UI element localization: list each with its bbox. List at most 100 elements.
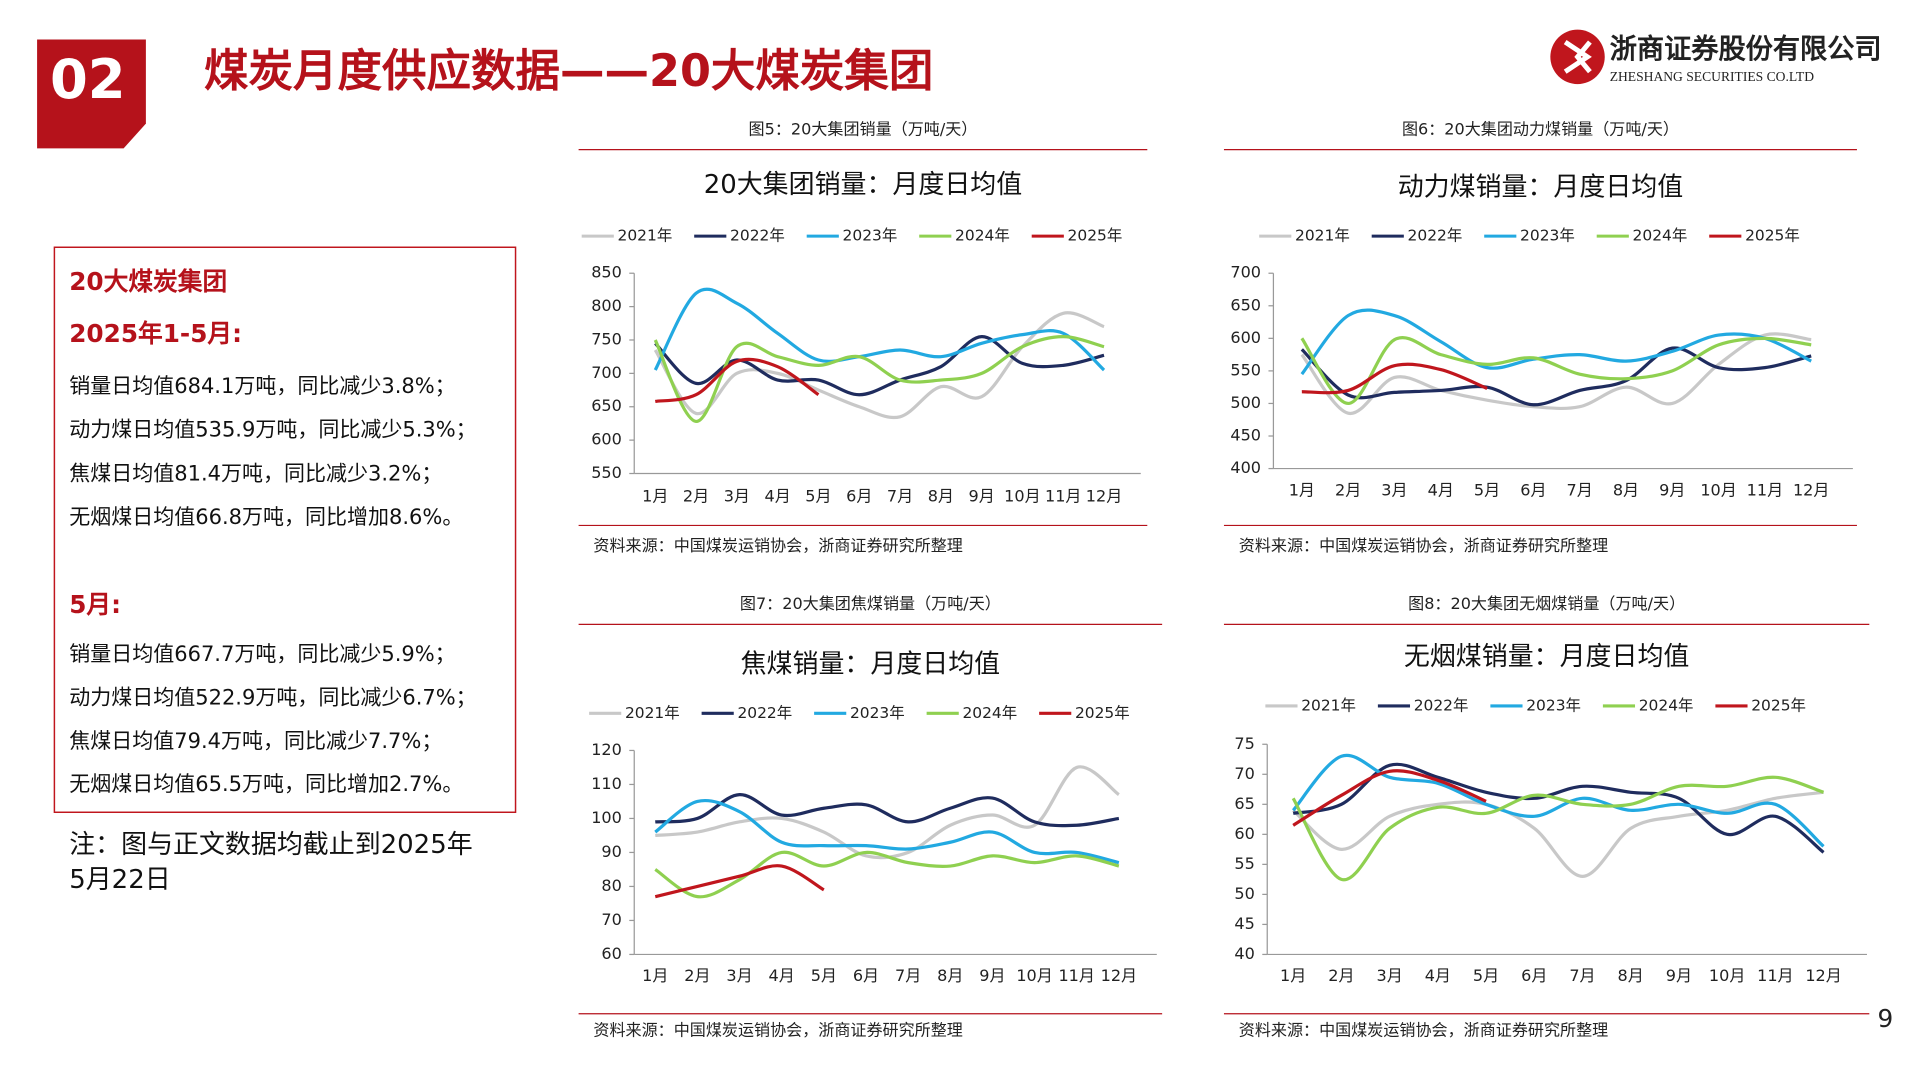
y-tick-label: 500: [1230, 393, 1261, 412]
series-line: [1292, 769, 1487, 827]
slide-title: 煤炭月度供应数据——20大煤炭集团: [204, 46, 933, 97]
company-name: 浙商证券股份有限公司: [1610, 33, 1882, 65]
series-line: [1291, 753, 1825, 848]
chart-title: 无烟煤销量：月度日均值: [1404, 642, 1689, 672]
x-tick-label: 1月: [1280, 966, 1306, 985]
company-name-en: ZHESHANG SECURITIES CO.LTD: [1610, 69, 1815, 84]
legend-label: 2024年: [962, 704, 1017, 722]
series-line: [1301, 362, 1488, 395]
x-tick-label: 5月: [1474, 480, 1500, 499]
x-tick-label: 10月: [1016, 966, 1053, 985]
legend-label: 2025年: [1068, 227, 1123, 245]
y-tick-label: 90: [601, 842, 621, 861]
y-tick-label: 550: [1230, 360, 1261, 379]
x-tick-label: 8月: [928, 487, 954, 506]
x-tick-label: 12月: [1805, 966, 1842, 985]
series-line: [654, 850, 1120, 899]
x-tick-label: 6月: [853, 966, 879, 985]
summary-line: 焦煤日均值79.4万吨，同比减少7.7%；: [69, 728, 442, 753]
x-tick-label: 3月: [726, 966, 752, 985]
legend-label: 2024年: [1633, 227, 1688, 245]
y-tick-label: 650: [591, 396, 622, 415]
series-line: [654, 335, 1105, 397]
x-tick-label: 10月: [1709, 966, 1746, 985]
y-tick-label: 50: [1234, 884, 1254, 903]
summary-line: 动力煤日均值522.9万吨，同比减少6.7%；: [69, 685, 476, 710]
x-tick-label: 2月: [1335, 480, 1361, 499]
y-tick-label: 70: [601, 910, 621, 929]
source-note: 资料来源：中国煤炭运销协会，浙商证券研究所整理: [593, 1021, 962, 1040]
series-line: [653, 335, 1105, 424]
summary-line: 无烟煤日均值65.5万吨，同比增加2.7%。: [69, 771, 463, 796]
legend-label: 2022年: [1414, 696, 1469, 714]
legend-label: 2025年: [1745, 227, 1800, 245]
chart-title: 动力煤销量：月度日均值: [1398, 172, 1683, 202]
x-tick-label: 5月: [811, 966, 837, 985]
legend-label: 2021年: [625, 704, 680, 722]
x-tick-label: 12月: [1793, 480, 1830, 499]
y-tick-label: 600: [1230, 328, 1261, 347]
x-tick-label: 4月: [1428, 480, 1454, 499]
x-tick-label: 3月: [724, 487, 750, 506]
note: 5月22日: [69, 865, 170, 895]
legend-label: 2021年: [1295, 227, 1350, 245]
y-tick-label: 110: [591, 774, 622, 793]
series-line: [1300, 336, 1812, 406]
y-tick-label: 55: [1234, 854, 1254, 873]
x-tick-label: 1月: [1289, 480, 1315, 499]
section-badge: [37, 39, 146, 149]
source-note: 资料来源：中国煤炭运销协会，浙商证券研究所整理: [1239, 1021, 1608, 1040]
figure-caption: 图7：20大集团焦煤销量（万吨/天）: [740, 594, 1001, 613]
series-line: [1291, 775, 1825, 882]
x-tick-label: 5月: [805, 487, 831, 506]
x-tick-label: 4月: [769, 966, 795, 985]
series-line: [654, 864, 825, 899]
chart-title: 焦煤销量：月度日均值: [741, 650, 1001, 680]
note: 注：图与正文数据均截止到2025年: [69, 830, 472, 860]
summary-heading: 20大煤炭集团: [69, 267, 227, 296]
x-tick-label: 9月: [1659, 480, 1685, 499]
x-tick-label: 1月: [642, 966, 668, 985]
summary-line: 销量日均值684.1万吨，同比减少3.8%；: [69, 373, 455, 398]
legend-label: 2025年: [1075, 704, 1130, 722]
y-tick-label: 45: [1234, 914, 1254, 933]
summary-line: 动力煤日均值535.9万吨，同比减少5.3%；: [69, 417, 476, 442]
x-tick-label: 6月: [846, 487, 872, 506]
x-tick-label: 12月: [1101, 966, 1138, 985]
x-tick-label: 2月: [683, 487, 709, 506]
x-tick-label: 10月: [1700, 480, 1737, 499]
summary-line: 无烟煤日均值66.8万吨，同比增加8.6%。: [69, 504, 463, 529]
legend-label: 2022年: [730, 227, 785, 245]
y-tick-label: 550: [591, 463, 622, 482]
y-tick-label: 75: [1234, 734, 1254, 753]
legend-label: 2023年: [843, 227, 898, 245]
y-tick-label: 120: [591, 740, 622, 759]
figure-caption: 图8：20大集团无烟煤销量（万吨/天）: [1408, 594, 1685, 613]
legend-label: 2023年: [850, 704, 905, 722]
figure-caption: 图6：20大集团动力煤销量（万吨/天）: [1402, 119, 1679, 138]
y-tick-label: 400: [1230, 458, 1261, 477]
y-tick-label: 800: [591, 296, 622, 315]
x-tick-label: 2月: [1328, 966, 1354, 985]
legend-label: 2023年: [1526, 696, 1581, 714]
x-tick-label: 10月: [1004, 487, 1041, 506]
summary-line: 销量日均值667.7万吨，同比减少5.9%；: [69, 641, 455, 666]
series-line: [1300, 346, 1812, 407]
summary-box: [53, 246, 517, 814]
series-line: [1292, 790, 1824, 878]
x-tick-label: 11月: [1058, 966, 1095, 985]
source-note: 资料来源：中国煤炭运销协会，浙商证券研究所整理: [593, 536, 962, 555]
x-tick-label: 11月: [1757, 966, 1794, 985]
y-tick-label: 650: [1230, 295, 1261, 314]
x-tick-label: 4月: [764, 487, 790, 506]
legend-label: 2021年: [618, 227, 673, 245]
y-tick-label: 40: [1234, 944, 1254, 963]
y-tick-label: 850: [591, 263, 622, 282]
legend-label: 2022年: [737, 704, 792, 722]
y-tick-label: 450: [1230, 426, 1261, 445]
x-tick-label: 6月: [1521, 966, 1547, 985]
y-tick-label: 60: [1234, 824, 1254, 843]
